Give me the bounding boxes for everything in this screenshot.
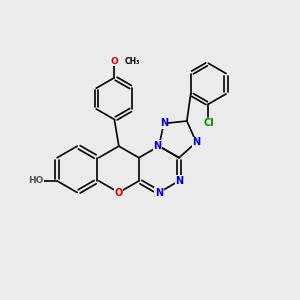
Text: N: N (155, 188, 163, 197)
Text: CH₃: CH₃ (125, 57, 140, 66)
Text: N: N (160, 118, 168, 128)
Text: HO: HO (28, 176, 44, 184)
Text: N: N (153, 140, 162, 151)
Text: Cl: Cl (203, 118, 214, 128)
Text: O: O (115, 188, 123, 197)
Text: N: N (176, 176, 184, 186)
Text: N: N (192, 137, 200, 147)
Text: O: O (110, 57, 118, 66)
